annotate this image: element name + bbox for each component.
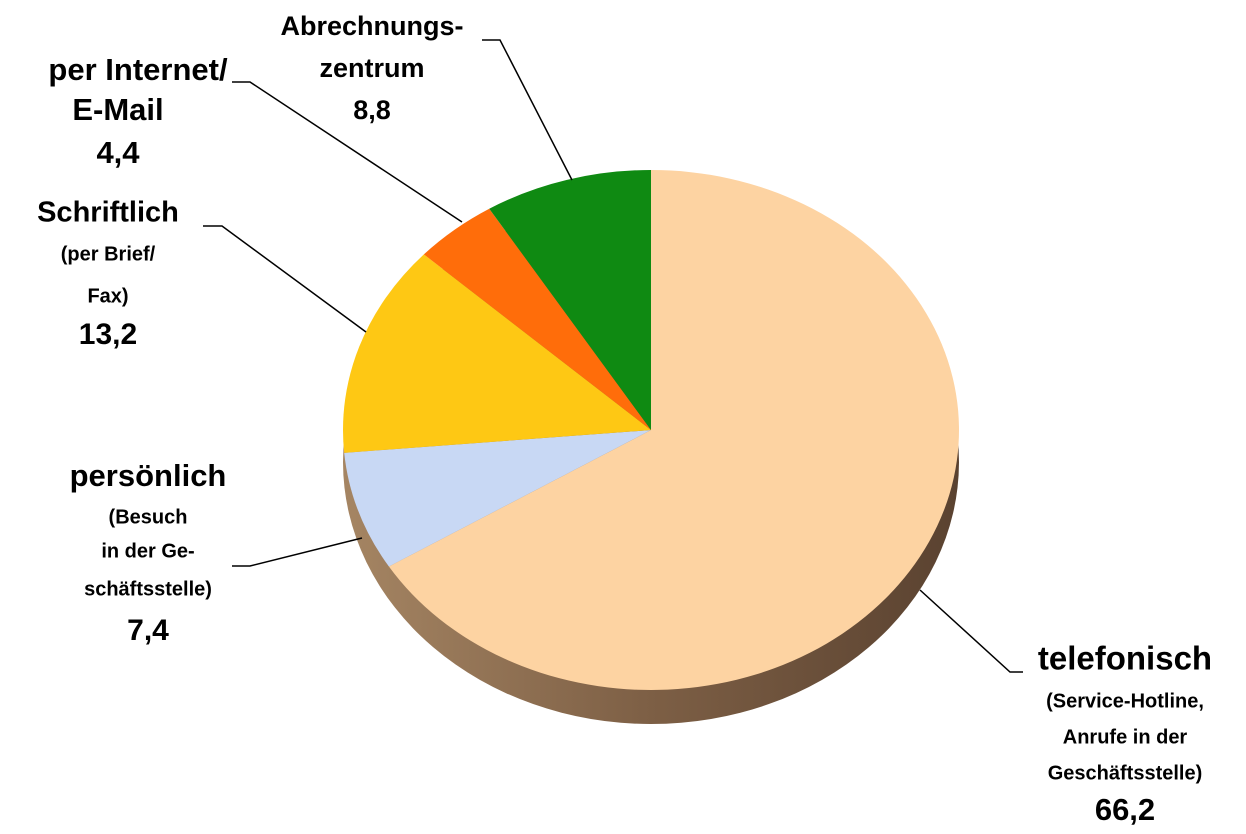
value-label: 8,8 <box>353 95 391 125</box>
label: Schriftlich <box>37 197 179 229</box>
pie-slice <box>343 254 651 453</box>
leader-line <box>232 537 363 567</box>
leader-line <box>203 225 367 333</box>
pie-slice <box>489 170 651 430</box>
note: (Service-Hotline, <box>1046 690 1204 712</box>
label: Abrechnungs- <box>280 11 463 41</box>
pie-slice <box>423 208 651 430</box>
value-label: 13,2 <box>79 318 137 351</box>
value-label: 66,2 <box>1095 792 1155 827</box>
note: Fax) <box>87 285 128 307</box>
value-label: 7,4 <box>127 614 169 647</box>
note: (Besuch <box>109 506 188 528</box>
pie-slice <box>388 170 960 690</box>
slices <box>343 170 960 690</box>
leader-line <box>919 589 1023 673</box>
value-label: 4,4 <box>96 135 140 170</box>
note: Geschäftsstelle) <box>1048 762 1203 784</box>
note: schäftsstelle) <box>84 578 212 600</box>
note: Anrufe in der <box>1063 726 1188 748</box>
leader-line <box>232 81 463 223</box>
label: telefonisch <box>1038 640 1212 677</box>
label: zentrum <box>319 53 424 83</box>
note: in der Ge- <box>101 540 194 562</box>
labels: Abrechnungs- zentrum 8,8 per Internet/ E… <box>37 11 1212 827</box>
label: persönlich <box>70 458 227 493</box>
label: per Internet/ <box>48 52 228 87</box>
note: (per Brief/ <box>61 243 156 265</box>
leader-line <box>482 39 573 181</box>
pie-slice <box>344 430 651 567</box>
label: E-Mail <box>72 92 163 127</box>
leader-lines <box>203 39 1023 673</box>
